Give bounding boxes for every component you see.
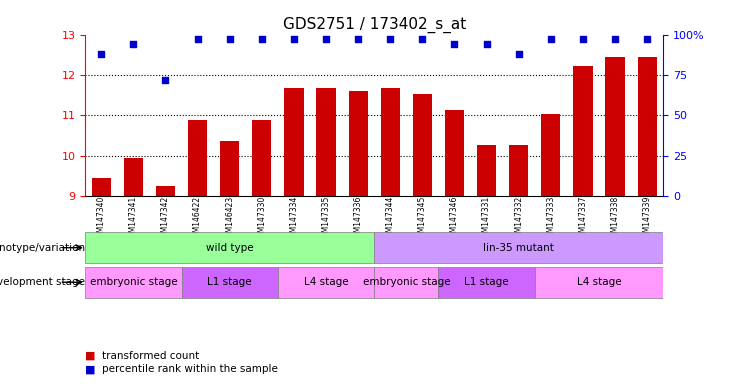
Text: embryonic stage: embryonic stage — [90, 277, 177, 287]
Bar — [124, 157, 143, 196]
Text: transformed count: transformed count — [102, 351, 199, 361]
Point — [224, 36, 236, 43]
Bar — [348, 91, 368, 196]
Bar — [509, 146, 528, 196]
Text: ■: ■ — [85, 351, 96, 361]
Point — [416, 36, 428, 43]
Text: GSM147330: GSM147330 — [257, 196, 266, 242]
Text: GSM147334: GSM147334 — [290, 196, 299, 242]
Bar — [285, 88, 304, 196]
Text: genotype/variation: genotype/variation — [0, 243, 85, 253]
Text: GSM147346: GSM147346 — [450, 196, 459, 242]
Bar — [605, 57, 625, 196]
Bar — [188, 120, 207, 196]
Point — [159, 77, 171, 83]
Text: GSM147339: GSM147339 — [642, 196, 651, 242]
Bar — [477, 146, 496, 196]
Point — [577, 36, 589, 43]
Text: percentile rank within the sample: percentile rank within the sample — [102, 364, 277, 374]
Text: GSM147331: GSM147331 — [482, 196, 491, 242]
Bar — [413, 94, 432, 196]
Text: development stage: development stage — [0, 277, 85, 287]
Text: GSM146423: GSM146423 — [225, 196, 234, 242]
Point — [448, 41, 460, 47]
Text: L1 stage: L1 stage — [465, 277, 509, 287]
Bar — [252, 120, 271, 196]
Bar — [535, 266, 663, 298]
Point — [288, 36, 300, 43]
Text: lin-35 mutant: lin-35 mutant — [483, 243, 554, 253]
Text: GSM147342: GSM147342 — [161, 196, 170, 242]
Text: GSM147341: GSM147341 — [129, 196, 138, 242]
Bar — [374, 266, 439, 298]
Text: GSM147333: GSM147333 — [546, 196, 555, 242]
Bar — [439, 266, 535, 298]
Bar — [541, 114, 560, 196]
Text: embryonic stage: embryonic stage — [362, 277, 450, 287]
Text: L4 stage: L4 stage — [304, 277, 348, 287]
Bar — [316, 88, 336, 196]
Bar — [182, 266, 278, 298]
Text: GSM147340: GSM147340 — [97, 196, 106, 242]
Bar — [637, 57, 657, 196]
Point — [545, 36, 556, 43]
Text: L1 stage: L1 stage — [207, 277, 252, 287]
Text: GSM147332: GSM147332 — [514, 196, 523, 242]
Point — [385, 36, 396, 43]
Text: GSM147345: GSM147345 — [418, 196, 427, 242]
Text: GSM147336: GSM147336 — [353, 196, 362, 242]
Point — [256, 36, 268, 43]
Point — [352, 36, 364, 43]
Bar — [381, 88, 400, 196]
Text: ■: ■ — [85, 364, 96, 374]
Point — [192, 36, 204, 43]
Title: GDS2751 / 173402_s_at: GDS2751 / 173402_s_at — [282, 17, 466, 33]
Text: GSM146422: GSM146422 — [193, 196, 202, 242]
Text: GSM147338: GSM147338 — [611, 196, 619, 242]
Text: L4 stage: L4 stage — [576, 277, 621, 287]
Bar — [92, 178, 111, 196]
Text: GSM147337: GSM147337 — [579, 196, 588, 242]
Text: GSM147335: GSM147335 — [322, 196, 330, 242]
Bar — [85, 266, 182, 298]
Point — [513, 51, 525, 57]
Bar — [574, 66, 593, 196]
Text: GSM147344: GSM147344 — [386, 196, 395, 242]
Point — [320, 36, 332, 43]
Point — [481, 41, 493, 47]
Text: wild type: wild type — [206, 243, 253, 253]
Bar — [220, 141, 239, 196]
Point — [127, 41, 139, 47]
Point — [641, 36, 653, 43]
Bar — [85, 232, 374, 263]
Bar — [156, 186, 175, 196]
Bar — [445, 110, 464, 196]
Point — [96, 51, 107, 57]
Bar — [374, 232, 663, 263]
Bar — [278, 266, 374, 298]
Point — [609, 36, 621, 43]
